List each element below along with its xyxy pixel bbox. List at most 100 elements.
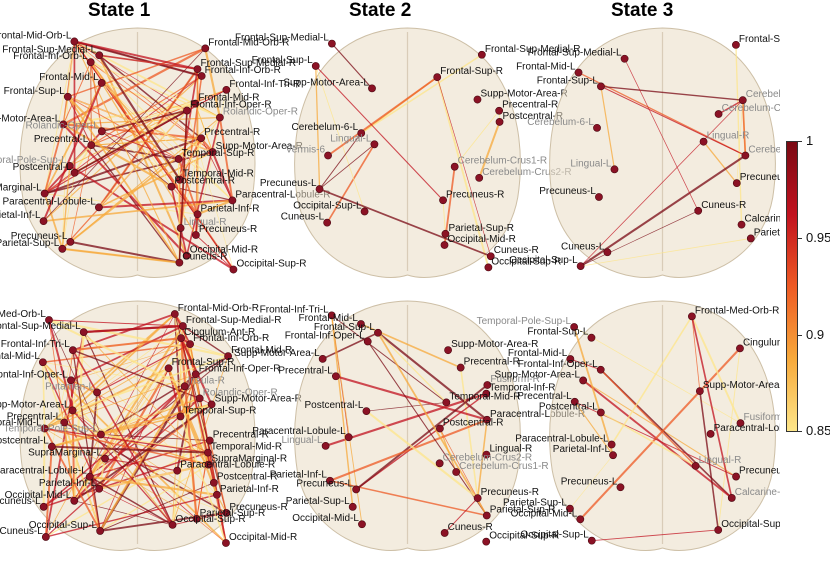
connection-edge bbox=[367, 341, 488, 516]
region-node bbox=[688, 312, 696, 321]
region-node bbox=[173, 466, 182, 475]
region-label: Precentral-L bbox=[517, 391, 572, 402]
connection-edge bbox=[699, 391, 720, 531]
region-node bbox=[207, 400, 216, 409]
region-node bbox=[741, 151, 750, 160]
region-label: Insula-R bbox=[188, 375, 225, 386]
region-node bbox=[495, 106, 504, 115]
region-label: Occipital-Sup-R bbox=[489, 531, 559, 542]
region-label: Temporal-Mid-R bbox=[211, 442, 282, 453]
connection-edge bbox=[377, 331, 488, 421]
region-label: Temporal-Mid-L bbox=[0, 418, 42, 429]
region-label: Precentral-L bbox=[278, 365, 333, 376]
region-label: Frontal-Sup-L bbox=[527, 327, 589, 338]
region-node bbox=[215, 113, 224, 122]
connection-edge bbox=[580, 210, 699, 267]
state-2-title: State 2 bbox=[349, 0, 412, 21]
connection-edge bbox=[179, 416, 227, 544]
connection-edge bbox=[717, 348, 741, 531]
connection-edge bbox=[335, 375, 488, 421]
connection-edge bbox=[331, 314, 447, 403]
region-node bbox=[193, 65, 202, 74]
region-label: Rolandic-Oper-L bbox=[25, 120, 99, 131]
region-label: Parietal-Sup-R bbox=[448, 223, 514, 234]
connection-edge bbox=[573, 326, 614, 456]
region-label: Temporal-Inf-R bbox=[489, 383, 555, 394]
region-label: Frontal-Mid-Orb-L bbox=[0, 30, 72, 41]
connection-edge bbox=[735, 44, 743, 225]
connection-edge bbox=[319, 188, 492, 257]
region-node bbox=[475, 173, 484, 182]
connection-edge bbox=[42, 362, 46, 429]
connection-edge bbox=[43, 124, 65, 194]
region-node bbox=[182, 251, 191, 260]
region-label: Calcarine-R bbox=[735, 487, 780, 498]
region-label: Parietal-Inf-L bbox=[0, 210, 41, 221]
connection-edge bbox=[83, 324, 183, 334]
connection-edge bbox=[691, 316, 733, 499]
region-node bbox=[344, 433, 353, 442]
connection-edge bbox=[90, 61, 213, 153]
region-label: Paracentral-Lobule-R bbox=[180, 460, 275, 471]
connection-edge bbox=[90, 61, 221, 119]
region-node bbox=[97, 127, 106, 136]
region-node bbox=[579, 376, 588, 385]
region-node bbox=[70, 168, 79, 177]
connection-edge bbox=[72, 313, 176, 412]
connection-edge bbox=[718, 99, 744, 115]
region-node bbox=[695, 387, 704, 396]
connection-edge bbox=[63, 422, 75, 501]
region-label: Postcentral-L bbox=[304, 400, 363, 411]
region-node bbox=[228, 196, 237, 205]
colorbar-tick-mark bbox=[798, 141, 802, 142]
connection-edge bbox=[478, 121, 501, 179]
connection-edge bbox=[178, 110, 188, 263]
region-node bbox=[191, 231, 200, 239]
connection-edge bbox=[624, 58, 699, 211]
region-label: Parietal-Sup-L bbox=[286, 496, 350, 507]
region-node bbox=[209, 478, 218, 487]
connection-edge bbox=[436, 77, 492, 257]
connection-edge bbox=[74, 41, 188, 111]
region-node bbox=[596, 365, 605, 374]
connection-edge bbox=[195, 234, 234, 270]
region-node bbox=[736, 419, 745, 428]
connection-edge bbox=[99, 385, 186, 532]
region-node bbox=[620, 54, 629, 63]
region-node bbox=[101, 454, 109, 463]
colorbar-tick-085: 0.85 bbox=[806, 423, 830, 438]
region-label: Paracentral-Lobule-R bbox=[235, 189, 330, 200]
connection-edge bbox=[67, 41, 75, 97]
state-1-title: State 1 bbox=[88, 0, 151, 21]
region-node bbox=[714, 110, 723, 118]
region-node bbox=[435, 459, 444, 468]
connection-edge bbox=[89, 475, 218, 496]
region-node bbox=[363, 337, 372, 346]
connection-edge bbox=[63, 350, 74, 423]
region-label: Precentral-L bbox=[34, 134, 89, 145]
region-label: Postcentral-L bbox=[13, 162, 72, 173]
connection-edge bbox=[43, 193, 64, 250]
connection-edge bbox=[315, 65, 444, 201]
region-label: Temporal-Mid-R bbox=[183, 169, 254, 180]
region-node bbox=[576, 515, 585, 524]
connection-edge bbox=[600, 411, 697, 467]
region-label: Supp-Motor-Area-R bbox=[703, 380, 780, 391]
connection-edge bbox=[194, 374, 227, 544]
region-label: Frontal-Inf-Oper-R bbox=[190, 100, 272, 111]
region-node bbox=[183, 106, 191, 115]
region-label: Frontal-Inf-Orb-R bbox=[193, 333, 269, 344]
connection-edge bbox=[327, 76, 438, 157]
connection-edge bbox=[196, 518, 227, 544]
region-label: Postcentral-R bbox=[443, 418, 504, 429]
panel-row1-state1: Frontal-Mid-Orb-LFrontal-Mid-Orb-RFronta… bbox=[0, 27, 330, 278]
connection-edge bbox=[600, 85, 746, 156]
region-node bbox=[482, 537, 491, 546]
connection-edge bbox=[45, 494, 218, 538]
connection-edge bbox=[600, 85, 743, 101]
region-label: Frontal-Med-Orb-L bbox=[0, 309, 46, 320]
connection-edge bbox=[570, 358, 601, 371]
region-node bbox=[616, 483, 625, 492]
region-node bbox=[87, 141, 96, 150]
region-label: Calcarine-R bbox=[745, 214, 780, 225]
